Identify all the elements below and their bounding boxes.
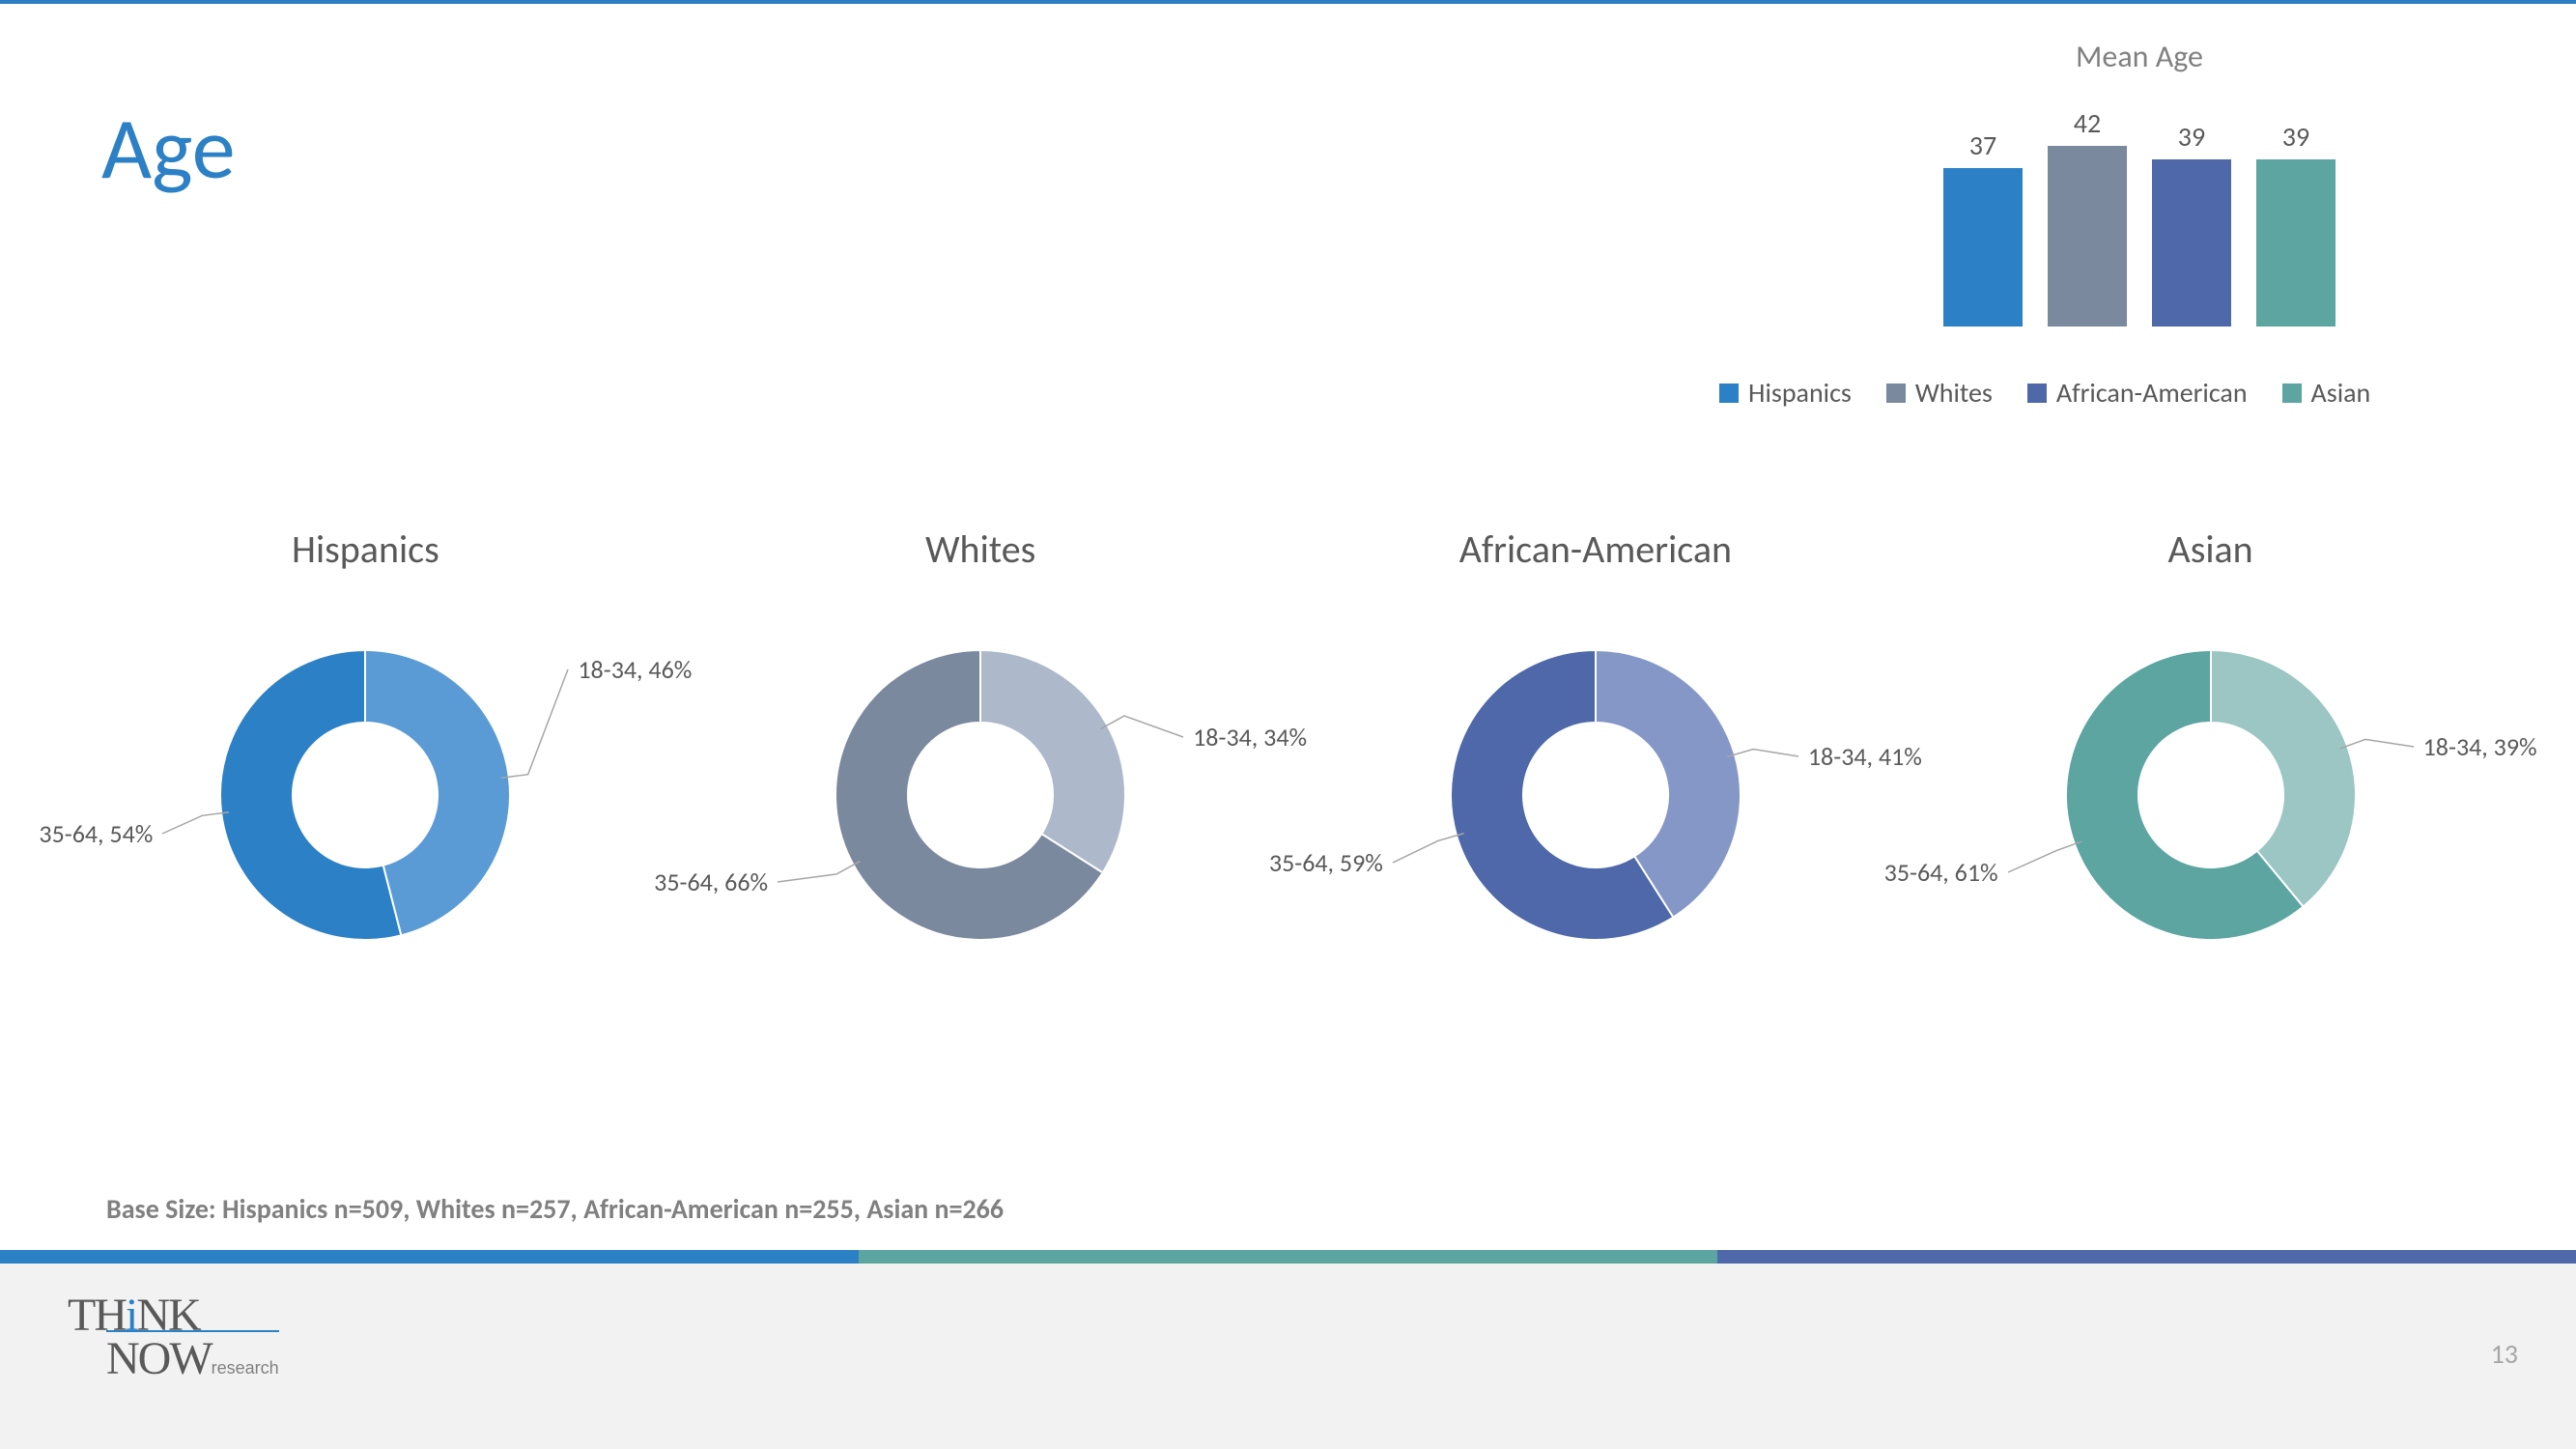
bar-value: 39: [2178, 120, 2205, 154]
bar: 39: [2152, 120, 2231, 327]
mean-age-chart: Mean Age 37 42 39 39: [1845, 38, 2434, 327]
callout-line: [501, 669, 568, 778]
donut-slice-label: 18-34, 41%: [1808, 741, 1922, 772]
base-size-note: Base Size: Hispanics n=509, Whites n=257…: [106, 1192, 1004, 1226]
bar: 37: [1943, 128, 2023, 327]
legend-swatch: [2027, 384, 2047, 403]
logo-sub: research: [212, 1358, 279, 1378]
bar: 42: [2048, 106, 2127, 327]
legend-swatch: [1886, 384, 1906, 403]
donut-slice-label: 18-34, 34%: [1193, 722, 1307, 753]
bar-value: 42: [2074, 106, 2101, 140]
donut-slice-label: 35-64, 61%: [1884, 857, 1998, 888]
callout-line: [162, 812, 229, 834]
donut-title: African-American: [1459, 526, 1732, 573]
bar-rect: [2048, 146, 2127, 327]
donut-slice-label: 35-64, 59%: [1269, 847, 1383, 878]
legend-swatch: [1719, 384, 1739, 403]
bar-rect: [1943, 168, 2023, 327]
callout-line: [1393, 834, 1464, 863]
logo: THiNK NOWresearch: [68, 1289, 279, 1385]
legend-swatch: [2282, 384, 2302, 403]
donut-svg-wrap: 18-34, 46%35-64, 54%: [75, 602, 655, 988]
callout-line: [1727, 750, 1798, 757]
callout-line: [2339, 739, 2413, 748]
legend-item: Hispanics: [1719, 376, 1852, 410]
footer-bar-segment: [0, 1250, 859, 1264]
legend: Hispanics Whites African-American Asian: [1719, 376, 2370, 410]
callout-line: [1101, 716, 1184, 737]
donut-slice-label: 18-34, 39%: [2423, 731, 2537, 762]
bar-value: 37: [1969, 128, 1996, 162]
callout-line: [778, 861, 861, 882]
bar-rect: [2152, 159, 2231, 327]
footer-bar-segment: [1717, 1250, 2576, 1264]
donut-chart: Whites 18-34, 34%35-64, 66%: [691, 526, 1270, 988]
legend-label: African-American: [2056, 376, 2248, 410]
donut-slice-label: 18-34, 46%: [578, 654, 692, 685]
donut-chart: African-American 18-34, 41%35-64, 59%: [1306, 526, 1885, 988]
bar-value: 39: [2282, 120, 2309, 154]
donut-title: Asian: [2168, 526, 2253, 573]
donut-chart: Hispanics 18-34, 46%35-64, 54%: [75, 526, 655, 988]
donut-chart: Asian 18-34, 39%35-64, 61%: [1921, 526, 2501, 988]
footer-bar: [0, 1250, 2576, 1264]
legend-item: African-American: [2027, 376, 2248, 410]
page-number: 13: [2491, 1337, 2518, 1371]
bar-rect: [2256, 159, 2335, 327]
donut-svg-wrap: 18-34, 39%35-64, 61%: [1921, 602, 2501, 988]
donuts-row: Hispanics 18-34, 46%35-64, 54% Whites 18-34…: [58, 526, 2518, 988]
bar: 39: [2256, 120, 2335, 327]
donut-slice-label: 35-64, 54%: [39, 818, 153, 849]
footer: [0, 1264, 2576, 1449]
legend-label: Whites: [1915, 376, 1993, 410]
page-title: Age: [101, 96, 235, 202]
legend-label: Hispanics: [1748, 376, 1852, 410]
legend-item: Whites: [1886, 376, 1993, 410]
callout-line: [2008, 841, 2081, 872]
donut-slice-label: 35-64, 66%: [654, 867, 768, 897]
donut-svg-wrap: 18-34, 41%35-64, 59%: [1306, 602, 1885, 988]
legend-label: Asian: [2311, 376, 2371, 410]
mean-age-title: Mean Age: [1845, 38, 2434, 75]
donut-svg-wrap: 18-34, 34%35-64, 66%: [691, 602, 1270, 988]
donut-title: Hispanics: [292, 526, 439, 573]
footer-bar-segment: [859, 1250, 1717, 1264]
logo-text: NOW: [106, 1333, 212, 1384]
donut-title: Whites: [925, 526, 1035, 573]
legend-item: Asian: [2282, 376, 2371, 410]
slide: Age Mean Age 37 42 39 39 Hispanics Whites Afr…: [0, 0, 2576, 1449]
donut-slice: [980, 650, 1125, 872]
bars-area: 37 42 39 39: [1845, 95, 2434, 327]
